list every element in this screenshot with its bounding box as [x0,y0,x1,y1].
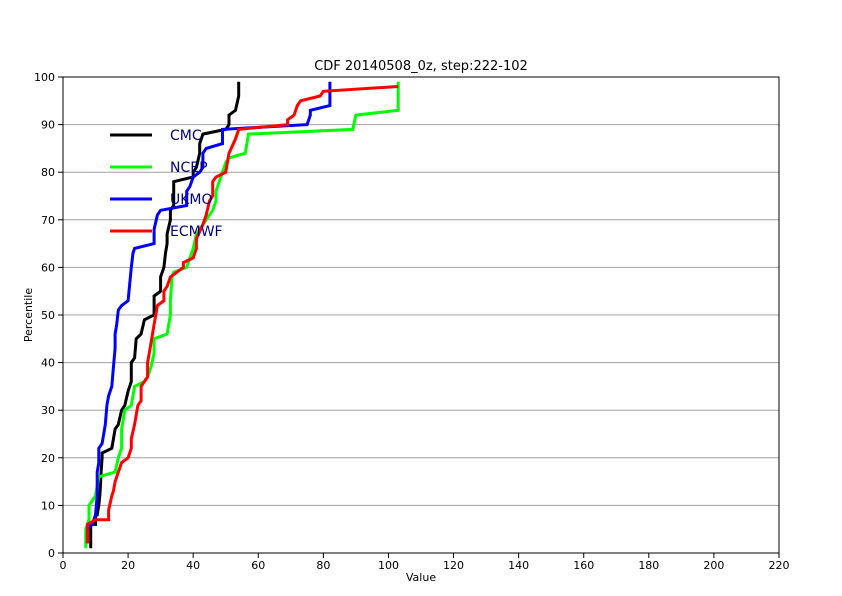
y-tick-label: 10 [41,499,55,512]
series-line-ukmo [85,81,332,544]
x-tick-label: 20 [121,559,135,572]
x-tick-label: 180 [638,559,659,572]
x-tick-label: 160 [573,559,594,572]
y-tick-label: 0 [48,547,55,560]
legend-label-cmc: CMC [170,128,202,144]
axis-ticks: 0 10 20 30 40 50 60 70 80 90 100 0 20 40 60 80 100 120 140… [34,71,790,572]
series-line-ecmwf [85,85,399,544]
y-tick-label: 50 [41,309,55,322]
series-layer [84,81,400,549]
x-axis-title: Value [406,571,436,584]
legend-label-ecmwf: ECMWF [170,224,223,240]
x-tick-label: 80 [316,559,330,572]
x-tick-label: 60 [251,559,265,572]
x-tick-label: 120 [443,559,464,572]
x-tick-label: 200 [703,559,724,572]
x-tick-label: 40 [186,559,200,572]
legend: CMC NCEP UKMO ECMWF [110,128,223,240]
x-tick-label: 0 [60,559,67,572]
legend-label-ukmo: UKMO [170,192,213,208]
y-tick-label: 90 [41,119,55,132]
y-tick-label: 100 [34,71,55,84]
series-line-cmc [89,81,241,549]
x-tick-label: 100 [378,559,399,572]
x-tick-label: 140 [508,559,529,572]
legend-label-ncep: NCEP [170,160,208,176]
y-tick-label: 80 [41,166,55,179]
x-tick-label: 220 [769,559,790,572]
y-tick-label: 20 [41,452,55,465]
y-tick-label: 40 [41,357,55,370]
y-tick-label: 30 [41,404,55,417]
chart-title: CDF 20140508_0z, step:222-102 [314,59,528,74]
y-axis-title: Percentile [22,288,35,343]
y-tick-label: 70 [41,214,55,227]
y-tick-label: 60 [41,261,55,274]
